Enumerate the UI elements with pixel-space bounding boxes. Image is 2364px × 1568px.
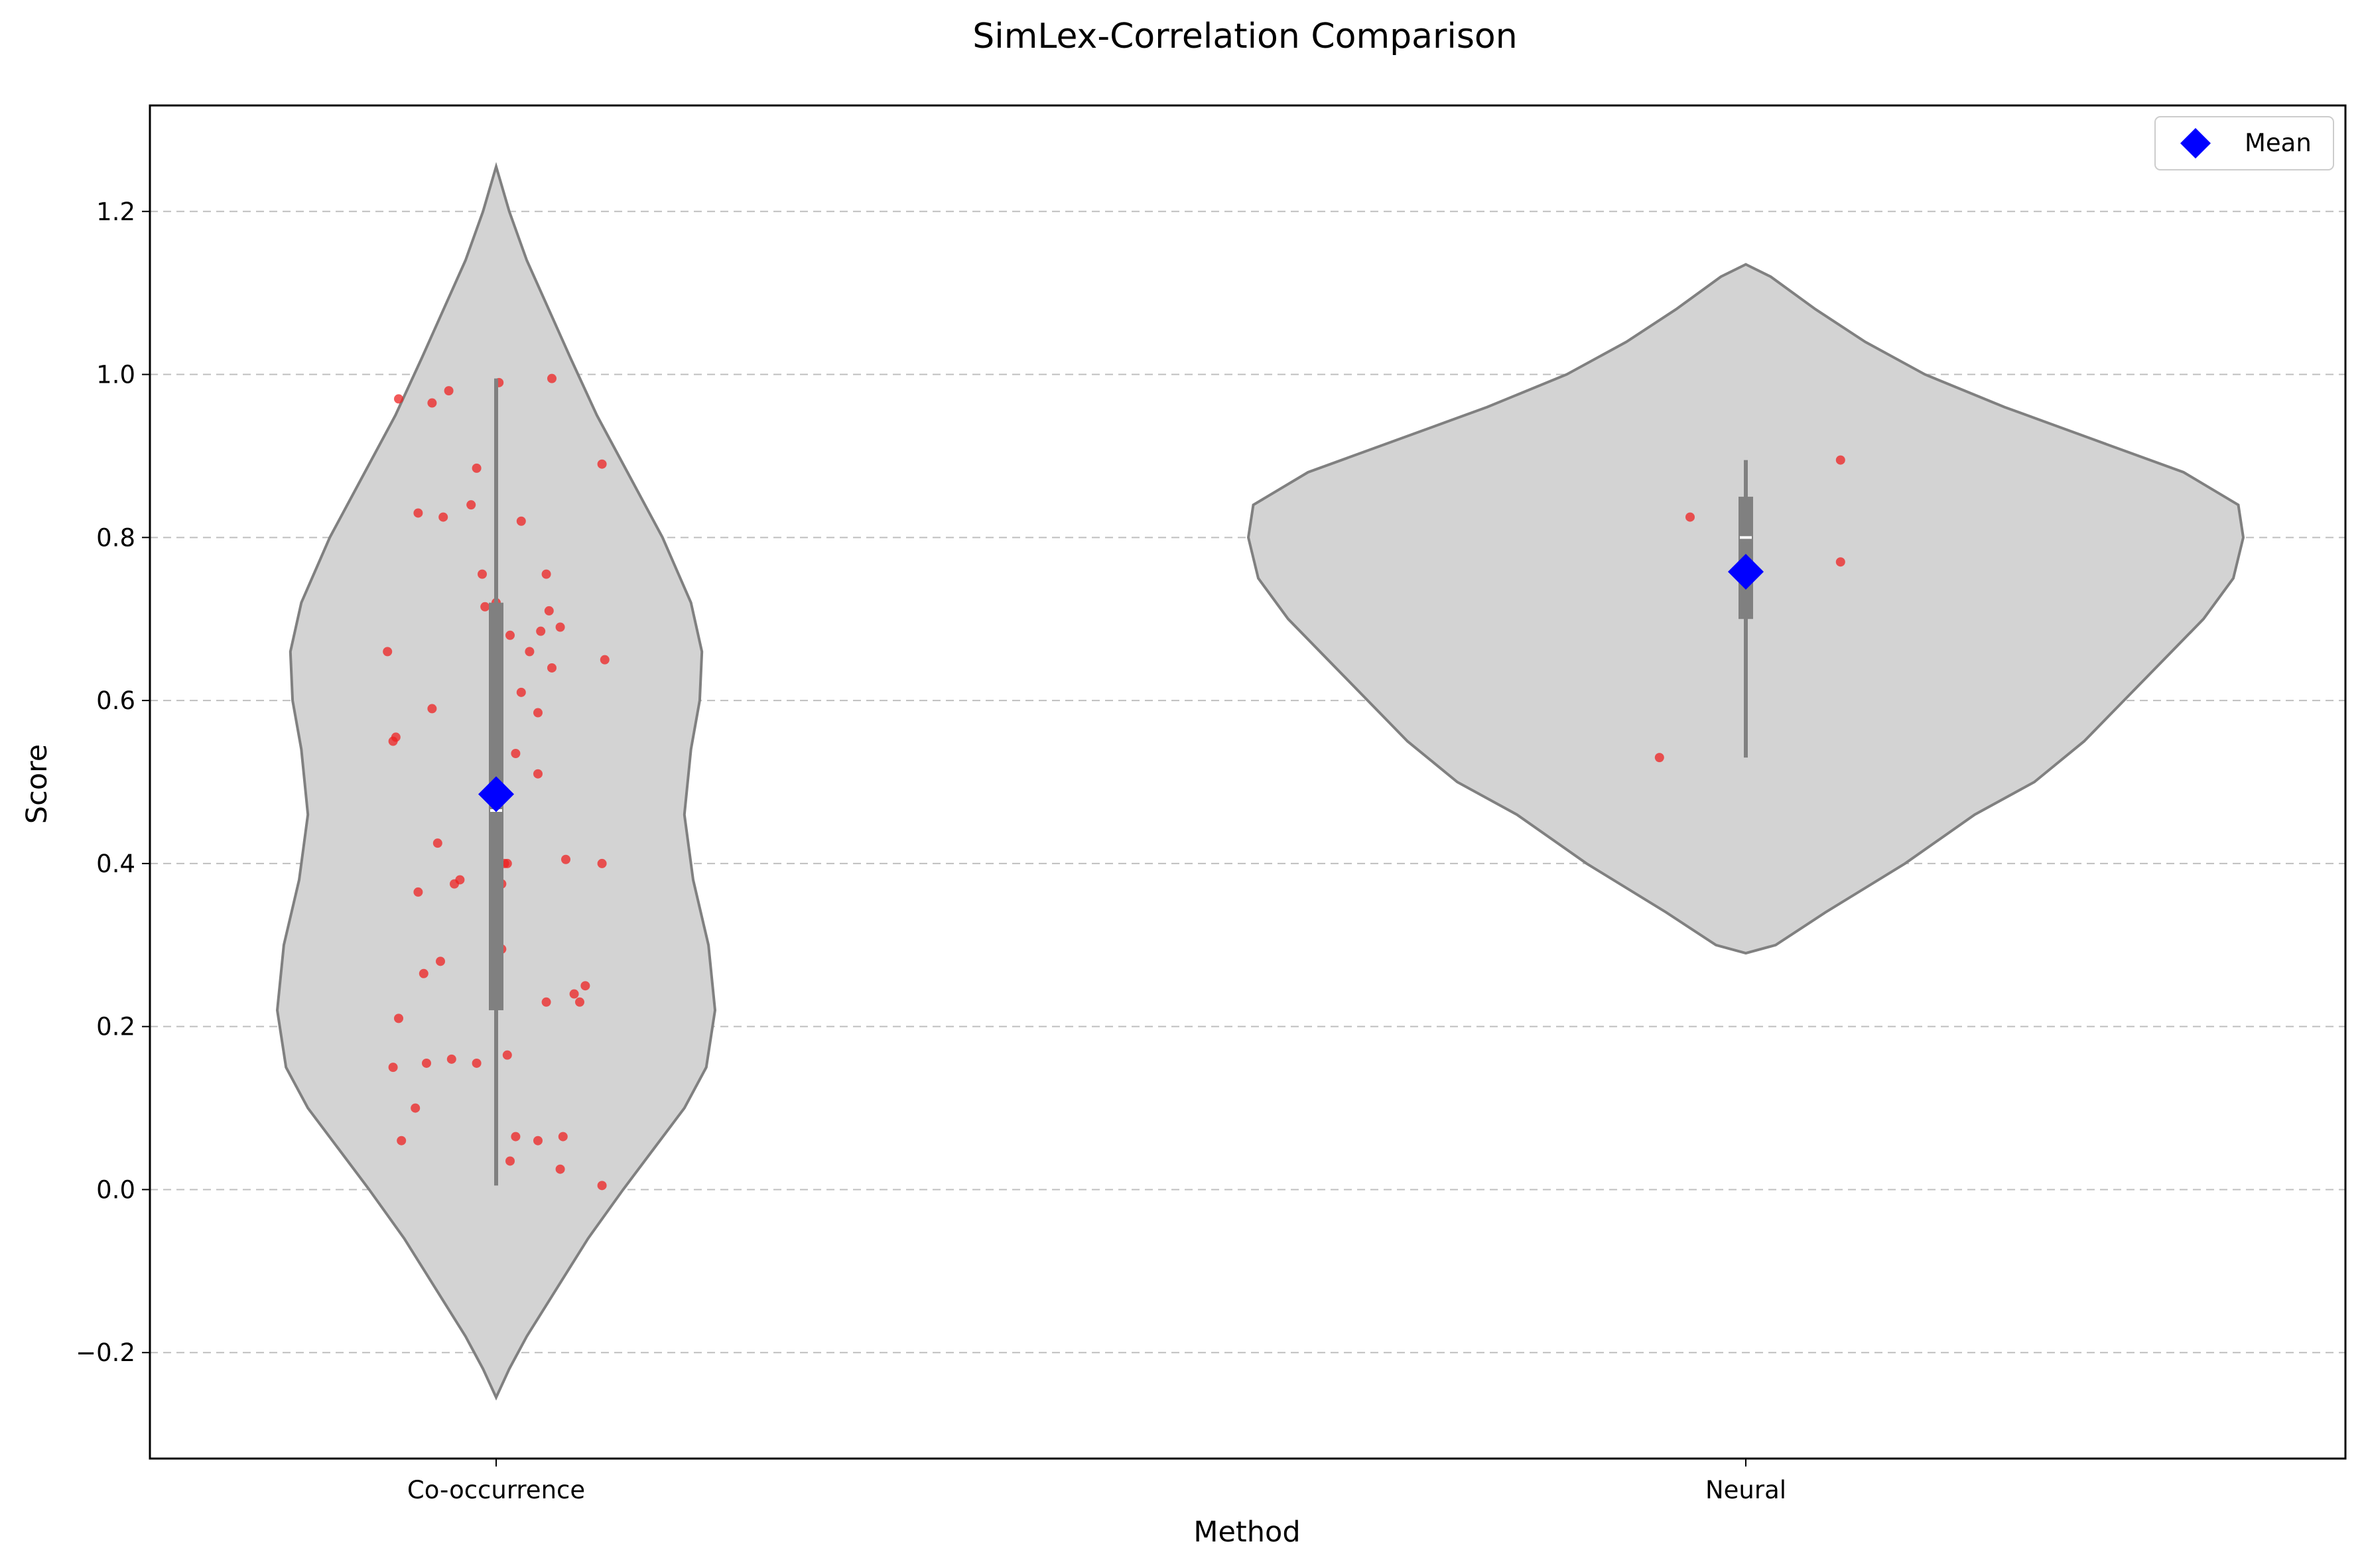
y-tick-label: 0.2 [96, 1013, 135, 1041]
data-point [502, 1050, 512, 1060]
y-tick-label: 0.8 [96, 523, 135, 552]
data-point [383, 647, 393, 657]
data-point [533, 769, 543, 779]
legend-mean-marker [2180, 128, 2211, 159]
data-point [597, 459, 607, 469]
data-point [536, 626, 546, 636]
data-point [466, 500, 476, 510]
data-points [383, 373, 1845, 1191]
data-point [444, 386, 454, 396]
data-point [525, 647, 535, 657]
data-point [516, 687, 526, 697]
data-point [558, 1132, 568, 1142]
y-tick-label: 1.2 [96, 198, 135, 226]
data-point [432, 838, 442, 848]
chart-title: SimLex-Correlation Comparison [972, 17, 1517, 56]
data-point [455, 875, 465, 885]
data-point [600, 655, 610, 665]
data-point [411, 1103, 421, 1113]
x-axis-label: Method [1193, 1516, 1300, 1549]
data-point [394, 1013, 403, 1023]
data-point [533, 1136, 543, 1145]
y-axis-label: Score [21, 744, 54, 824]
data-point [580, 981, 590, 991]
data-point [541, 997, 551, 1007]
data-point [575, 997, 584, 1007]
data-point [480, 602, 490, 612]
data-point [391, 732, 401, 742]
data-point [427, 704, 437, 714]
data-point [427, 398, 437, 408]
y-tick-label: −0.2 [76, 1339, 135, 1367]
data-point [438, 512, 448, 522]
data-point [555, 622, 565, 632]
data-point [397, 1136, 407, 1145]
data-point [1835, 455, 1845, 465]
data-point [413, 508, 423, 518]
axes: −0.2 0.0 0.2 0.4 0.6 0.8 1.0 1.2 Co-occurrence Ne… [76, 104, 2347, 1504]
mean-marker [478, 776, 514, 813]
data-point [511, 1132, 521, 1142]
data-point [472, 1058, 482, 1068]
data-point [505, 630, 515, 640]
data-point [1654, 753, 1664, 763]
legend-label: Mean [2245, 129, 2312, 157]
data-point [422, 1058, 431, 1068]
data-point [511, 748, 521, 758]
mean-marker [1728, 553, 1764, 590]
legend: Mean [2154, 116, 2334, 170]
data-point [561, 854, 570, 864]
y-tick-label: 0.0 [96, 1175, 135, 1204]
data-point [1835, 557, 1845, 567]
data-point [436, 956, 445, 966]
data-point [413, 887, 423, 897]
y-tick-label: 1.0 [96, 361, 135, 389]
data-point [544, 606, 554, 616]
data-point [547, 373, 557, 383]
data-point [1685, 512, 1695, 522]
data-point [541, 569, 551, 579]
data-point [505, 1156, 515, 1166]
y-tick-label: 0.4 [96, 850, 135, 878]
data-point [597, 1181, 607, 1191]
data-point [597, 858, 607, 868]
plot-frame [149, 104, 2347, 1460]
y-tick-label: 0.6 [96, 686, 135, 715]
mean-markers [478, 553, 1764, 813]
x-tick-label: Co-occurrence [407, 1476, 585, 1504]
data-point [394, 394, 403, 404]
data-point [502, 858, 512, 868]
x-tick-label: Neural [1705, 1476, 1786, 1504]
data-point [516, 516, 526, 526]
data-point [569, 989, 579, 999]
data-point [547, 663, 557, 673]
data-point [533, 708, 543, 718]
data-point [555, 1164, 565, 1174]
legend-box [2154, 116, 2334, 170]
data-point [446, 1054, 456, 1064]
data-point [419, 968, 428, 978]
data-point [388, 1063, 398, 1073]
data-point [478, 569, 487, 579]
data-point [472, 463, 482, 473]
